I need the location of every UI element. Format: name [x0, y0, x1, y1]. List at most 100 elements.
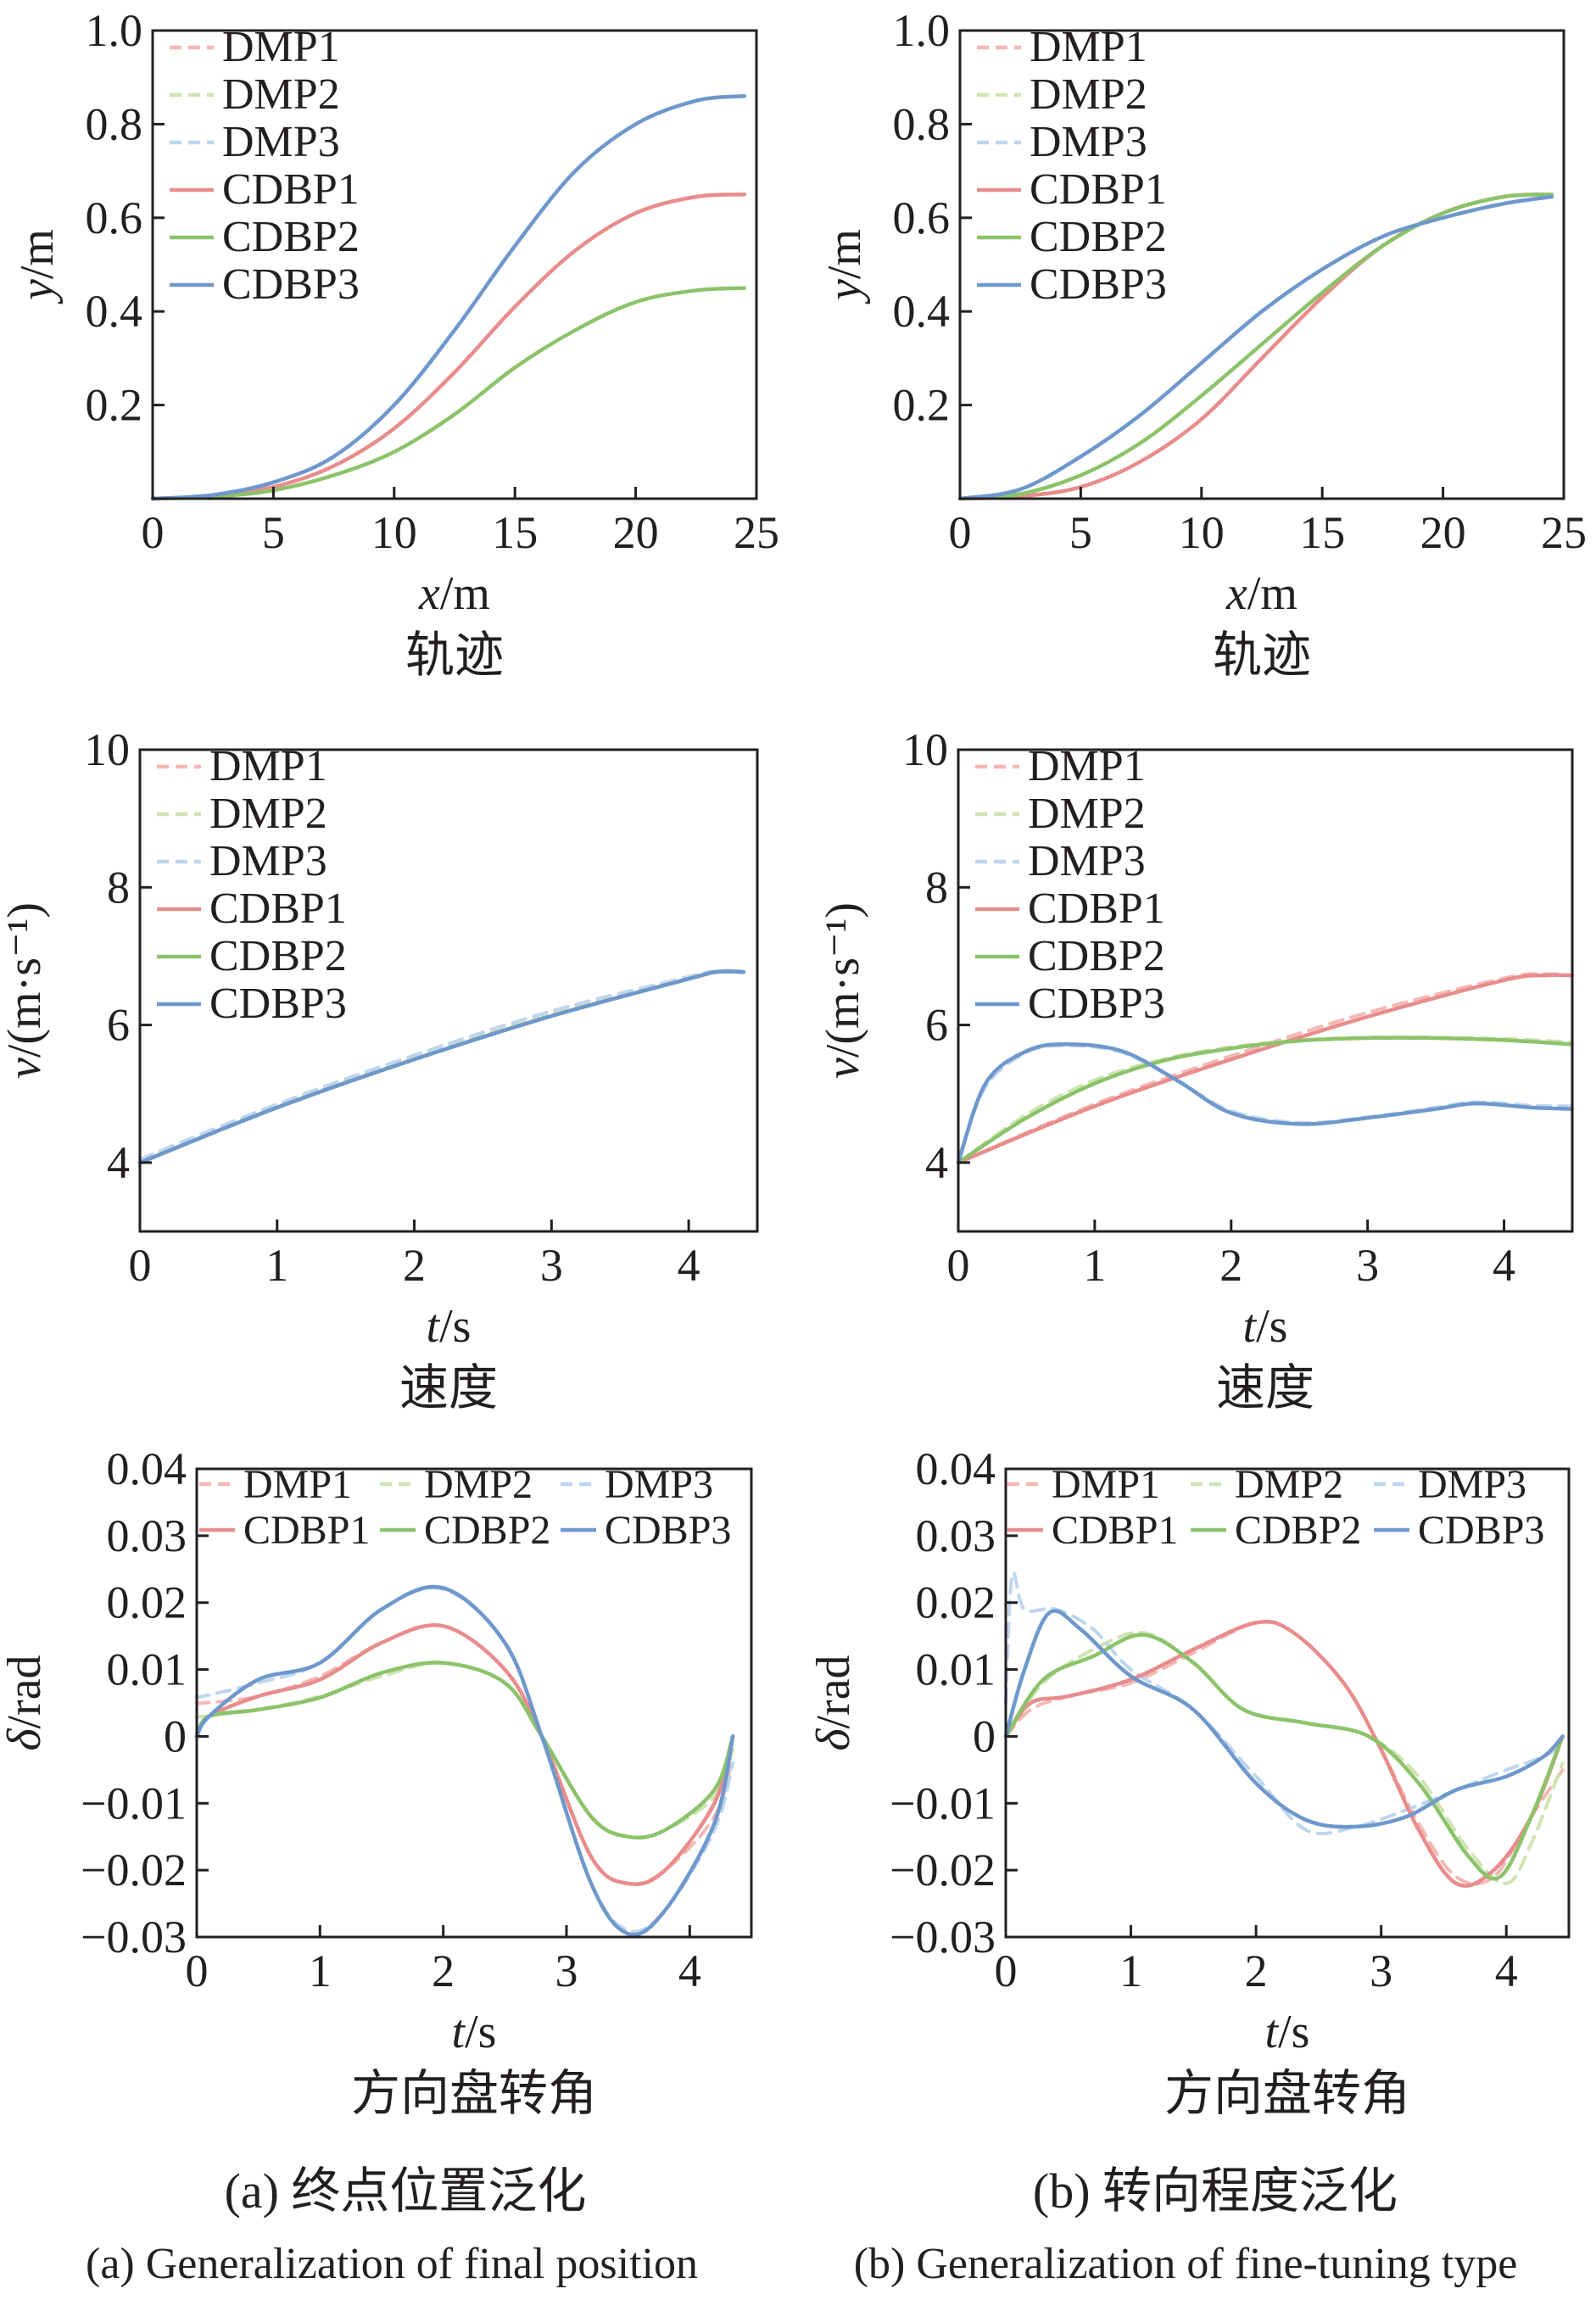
y-axis-label: δ/rad [807, 1655, 860, 1750]
series-line-cdbp2 [956, 1036, 1575, 1165]
x-tick-label: 25 [734, 507, 779, 558]
series-line-cdbp2 [150, 286, 747, 501]
legend-label-dmp3: DMP3 [209, 837, 327, 885]
legend-label-cdbp2: CDBP2 [424, 1508, 550, 1553]
x-tick-label: 15 [492, 507, 538, 558]
x-tick-label: 10 [371, 507, 417, 558]
plot-frame [151, 29, 758, 500]
x-tick-label: 1 [309, 1946, 332, 1996]
x-tick-label: 3 [540, 1240, 563, 1291]
chart-traj_b: 0 5 10 15 20 250.20.40.60.81.0x/my/m轨迹DMP1DMP… [818, 5, 1587, 683]
series-line-cdbp3 [194, 1584, 735, 1937]
legend-label-cdbp3: CDBP3 [222, 260, 360, 309]
panel-caption: 方向盘转角 [351, 2066, 597, 2121]
legend-label-dmp1: DMP1 [209, 742, 327, 790]
y-tick-label: 0.6 [86, 193, 143, 243]
y-tick-label: 0.02 [916, 1577, 996, 1628]
y-tick-label: 10 [84, 724, 130, 775]
x-tick-label: 2 [1219, 1240, 1242, 1291]
panel-caption: 速度 [1216, 1360, 1314, 1415]
series-line-cdbp3 [137, 969, 746, 1165]
legend-label-dmp2: DMP2 [1030, 70, 1147, 119]
series-line-cdbp3 [956, 1042, 1575, 1165]
column-caption-b-zh: (b) 转向程度泛化 [1033, 2163, 1398, 2219]
legend-label-cdbp1: CDBP1 [209, 885, 347, 933]
legend-label-cdbp3: CDBP3 [1418, 1508, 1544, 1553]
y-tick-label: −0.02 [81, 1845, 187, 1895]
y-axis-label: y/m [818, 229, 871, 304]
legend-label-dmp2: DMP2 [222, 70, 340, 119]
series-line-dmp1 [1004, 1619, 1565, 1886]
x-tick-label: 3 [1356, 1240, 1379, 1291]
x-tick-label: 5 [1069, 507, 1092, 558]
chart-steer_a: 0 1 2 3 4 −0.03 −0.02 −0.01 0 0.01 0.02 0.03 0.04 t/s… [0, 1443, 753, 2121]
legend-label-cdbp3: CDBP3 [605, 1508, 731, 1553]
legend-label-cdbp1: CDBP1 [222, 165, 360, 214]
y-tick-label: 6 [107, 1000, 130, 1051]
column-caption-a-en: (a) Generalization of final position [86, 2240, 698, 2288]
x-tick-label: 25 [1541, 507, 1587, 558]
series-line-cdbp3 [150, 94, 747, 501]
series-line-cdbp1 [150, 192, 747, 501]
series-line-dmp2 [151, 286, 746, 500]
x-tick-label: 5 [262, 507, 285, 558]
y-tick-label: 0.2 [893, 380, 951, 431]
x-tick-label: 1 [1119, 1946, 1142, 1996]
x-tick-label: 4 [678, 1946, 701, 1996]
series-line-cdbp2 [194, 1661, 735, 1840]
x-tick-label: 20 [613, 507, 659, 558]
series-line-cdbp2 [1003, 1633, 1565, 1881]
legend-label-cdbp2: CDBP2 [222, 213, 360, 261]
legend-label-cdbp3: CDBP3 [1028, 980, 1165, 1028]
plot-frame [195, 1467, 753, 1939]
y-tick-label: 0.6 [893, 193, 951, 243]
x-tick-label: 0 [186, 1946, 209, 1996]
x-tick-label: 3 [555, 1946, 578, 1996]
y-tick-label: 0.4 [893, 286, 951, 337]
series-line-cdbp1 [1003, 1619, 1565, 1888]
legend-label-dmp1: DMP1 [243, 1462, 352, 1507]
series-line-cdbp1 [956, 973, 1575, 1165]
y-tick-label: −0.01 [890, 1778, 996, 1828]
y-axis-label: δ/rad [0, 1655, 51, 1750]
legend-label-cdbp2: CDBP2 [209, 932, 347, 980]
legend-label-cdbp3: CDBP3 [209, 980, 347, 1028]
x-axis-label: t/s [427, 1300, 472, 1353]
x-tick-label: 2 [1245, 1946, 1268, 1996]
legend-label-cdbp2: CDBP2 [1235, 1508, 1361, 1553]
y-tick-label: −0.03 [81, 1912, 187, 1962]
y-tick-label: 0.02 [107, 1577, 187, 1628]
x-tick-label: 2 [403, 1240, 426, 1291]
y-tick-label: 0.2 [86, 380, 143, 431]
chart-traj_a: 0 5 10 15 20 250.20.40.60.81.0x/my/m轨迹DMP1DMP… [11, 5, 779, 683]
plot-frame [958, 29, 1565, 500]
legend-label-cdbp1: CDBP1 [1028, 885, 1165, 933]
series-line-cdbp2 [957, 192, 1554, 501]
y-tick-label: 10 [902, 724, 948, 775]
x-tick-label: 0 [995, 1946, 1018, 1996]
x-tick-label: 4 [1493, 1240, 1515, 1291]
legend-label-cdbp3: CDBP3 [1030, 260, 1167, 309]
y-tick-label: 0 [164, 1711, 187, 1761]
legend-label-cdbp2: CDBP2 [1028, 932, 1165, 980]
y-tick-label: 0.8 [86, 98, 143, 149]
x-tick-label: 1 [1083, 1240, 1106, 1291]
legend-label-cdbp1: CDBP1 [1052, 1508, 1178, 1553]
y-tick-label: 0 [973, 1711, 996, 1761]
legend-label-cdbp1: CDBP1 [243, 1508, 370, 1553]
series-line-cdbp3 [1003, 1609, 1565, 1829]
x-tick-label: 3 [1370, 1946, 1392, 1996]
plot-frame [957, 748, 1574, 1233]
y-tick-label: −0.03 [890, 1912, 996, 1962]
y-axis-label: v/(m·s⁻¹) [0, 902, 51, 1079]
y-tick-label: 4 [107, 1137, 130, 1188]
y-tick-label: 1.0 [86, 5, 143, 56]
series-line-dmp2 [194, 1661, 735, 1839]
x-tick-label: 15 [1299, 507, 1345, 558]
series-line-dmp2 [1004, 1630, 1565, 1885]
y-tick-label: −0.01 [81, 1778, 187, 1828]
